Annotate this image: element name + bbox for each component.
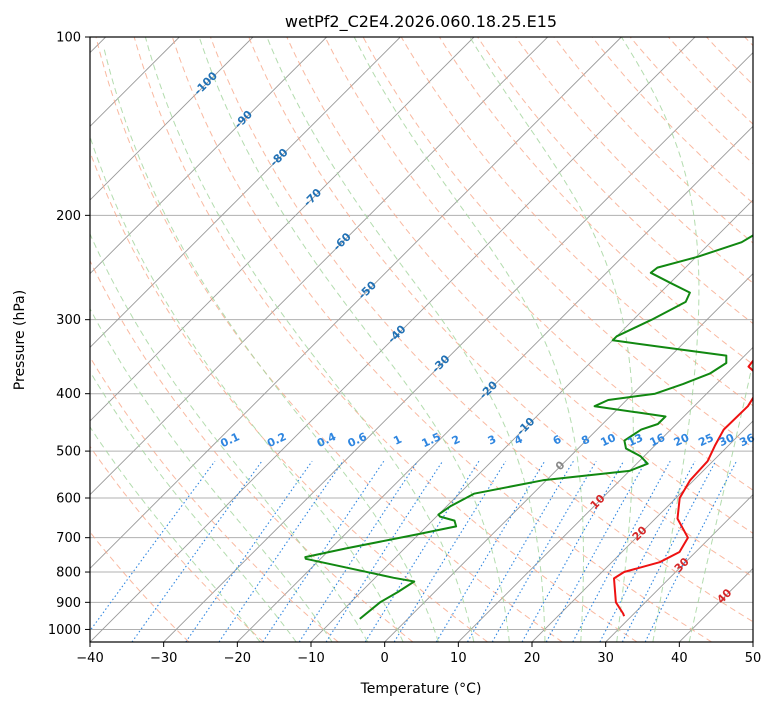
isotherm-gridline xyxy=(90,37,254,201)
moist-adiabat xyxy=(620,37,700,642)
isotherm-gridline xyxy=(90,37,548,496)
dry-adiabat xyxy=(210,37,753,623)
mixing-ratio-line xyxy=(90,460,216,632)
y-tick-label: 300 xyxy=(56,313,81,328)
isotherm-gridline xyxy=(384,273,753,642)
dry-adiabat xyxy=(515,37,753,284)
y-tick-label: 900 xyxy=(56,596,81,611)
moist-adiabat xyxy=(90,370,297,642)
x-tick-label: −30 xyxy=(150,651,177,666)
mixing-ratio-label: 20 xyxy=(672,431,692,449)
mixing-ratio-label: 36 xyxy=(737,431,757,449)
moist-adiabat xyxy=(90,232,369,642)
x-tick-label: −20 xyxy=(224,651,251,666)
moist-adiabat xyxy=(90,307,333,642)
moist-adiabat xyxy=(103,49,439,642)
dry-adiabat xyxy=(591,37,753,204)
mixing-ratio-label: 16 xyxy=(648,431,668,449)
isotherm-gridline xyxy=(90,37,327,275)
moist-adiabat xyxy=(90,426,261,642)
dry-adiabat xyxy=(629,37,753,165)
y-tick-label: 1000 xyxy=(48,623,81,638)
mixing-ratio-line xyxy=(467,460,574,642)
dry-adiabat xyxy=(171,37,712,642)
dry-adiabat xyxy=(133,37,638,642)
mixing-ratio-label: 10 xyxy=(598,431,618,449)
mixing-ratio-line xyxy=(435,460,546,642)
moist-adiabat xyxy=(90,135,404,642)
y-tick-label: 100 xyxy=(56,31,81,46)
y-axis-title: Pressure (hPa) xyxy=(12,290,28,390)
x-tick-label: 0 xyxy=(381,651,389,666)
plot-frame xyxy=(89,36,754,643)
moist-adiabat xyxy=(198,37,510,642)
moist-adiabat xyxy=(688,359,753,642)
moist-adiabat xyxy=(266,37,546,642)
x-tick-label: 50 xyxy=(745,651,762,666)
isotherm-gridline xyxy=(90,37,401,348)
mixing-ratio-line xyxy=(262,460,385,642)
mixing-ratio-line xyxy=(185,460,313,642)
x-tick-label: −40 xyxy=(76,651,103,666)
grid-layer xyxy=(90,37,753,642)
isotherm-gridline xyxy=(237,125,753,642)
dry-adiabat xyxy=(95,37,563,642)
dry-adiabat xyxy=(477,37,753,325)
mixing-ratio-label: 30 xyxy=(717,431,737,449)
y-axis-ticks: 100 200 300 400 500 600 700 800 900 1000 xyxy=(48,31,90,638)
moist-adiabat xyxy=(144,37,475,642)
y-tick-label: 600 xyxy=(56,492,81,507)
x-tick-label: −10 xyxy=(297,651,324,666)
mixing-ratio-line xyxy=(218,460,344,642)
isotherm-gridline xyxy=(531,420,753,642)
y-tick-label: 200 xyxy=(56,209,81,224)
x-tick-label: 20 xyxy=(524,651,541,666)
isotherm-gridline xyxy=(458,346,753,642)
isotherm-gridline xyxy=(605,494,753,642)
dry-adiabat xyxy=(248,37,753,578)
x-axis-ticks: −40 −30 −20 −10 0 10 20 30 40 50 xyxy=(76,642,761,666)
x-tick-label: 10 xyxy=(450,651,467,666)
y-tick-label: 400 xyxy=(56,387,81,402)
mixing-ratio-label: 25 xyxy=(696,431,715,449)
mixing-ratio-line xyxy=(521,460,625,642)
x-tick-label: 40 xyxy=(671,651,688,666)
dewpoint-profile-line xyxy=(304,234,753,620)
mixing-ratio-label: 13 xyxy=(626,431,645,449)
mixing-ratio-line xyxy=(621,460,717,642)
isotherm-gridline xyxy=(90,37,696,642)
isotherm-gridline xyxy=(90,37,622,569)
chart-title: wetPf2_C2E4.2026.060.18.25.E15 xyxy=(285,12,557,32)
y-tick-label: 500 xyxy=(56,445,81,460)
y-tick-label: 800 xyxy=(56,566,81,581)
isotherm-gridline xyxy=(163,52,753,642)
mixing-ratio-line xyxy=(644,460,737,642)
moist-adiabat xyxy=(353,37,584,642)
y-tick-label: 700 xyxy=(56,531,81,546)
dry-adiabat xyxy=(90,445,264,642)
dry-adiabat xyxy=(324,37,753,491)
isotherm-gridline xyxy=(90,37,475,422)
x-tick-label: 30 xyxy=(597,651,614,666)
x-axis-title: Temperature (°C) xyxy=(360,681,482,697)
dry-adiabat xyxy=(90,259,414,642)
dry-adiabat xyxy=(400,37,753,407)
mixing-ratio-line xyxy=(131,460,263,642)
